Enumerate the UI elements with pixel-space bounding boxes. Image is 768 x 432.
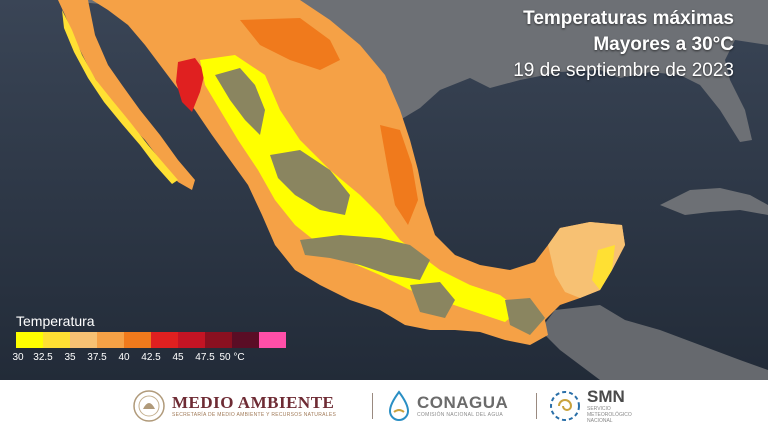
conagua-name: CONAGUA (417, 392, 509, 412)
legend-swatch (232, 332, 259, 348)
national-seal-icon (133, 390, 165, 422)
yellow-band-sierra-madre (200, 55, 520, 322)
legend-swatch (16, 332, 43, 348)
smn-logo: SMN SERVICIO METEOROLÓGICO NACIONAL (548, 387, 632, 424)
united-states-land (60, 0, 768, 142)
smn-spiral-icon (550, 391, 580, 421)
legend-swatch (178, 332, 205, 348)
legend-swatch (259, 332, 286, 348)
legend-tick-label: 50 °C (219, 352, 245, 363)
legend-swatch (43, 332, 70, 348)
legend-tick-labels: 30 32.5 35 37.5 40 42.5 45 47.5 50 °C (6, 352, 296, 366)
map-title-block: Temperaturas máximas Mayores a 30°C 19 d… (513, 6, 734, 84)
legend-tick-label: 47.5 (195, 352, 215, 363)
legend-swatch (205, 332, 232, 348)
legend-title: Temperatura (16, 313, 95, 329)
map-title: Temperaturas máximas (523, 8, 734, 29)
temperature-legend: Temperatura 30 32.5 35 37.5 40 42.5 45 47.5 50 °… (6, 310, 296, 368)
central-america-land (540, 305, 768, 380)
temperature-map (0, 0, 768, 380)
baja-california (58, 0, 195, 190)
smn-subtitle: SERVICIO METEOROLÓGICO NACIONAL (587, 406, 632, 424)
hot-zone-north (240, 18, 340, 70)
conagua-logo: CONAGUA COMISIÓN NACIONAL DEL AGUA (386, 388, 508, 424)
map-subtitle: Mayores a 30°C (593, 34, 734, 55)
below-threshold-oaxaca (410, 282, 455, 318)
legend-tick-label: 40 (118, 352, 130, 363)
legend-swatch (70, 332, 97, 348)
legend-color-scale (16, 332, 286, 348)
cuba (660, 188, 768, 215)
smn-name: SMN (587, 387, 625, 406)
legend-tick-label: 30 (12, 352, 24, 363)
legend-tick-label: 35 (64, 352, 76, 363)
conagua-drop-icon (388, 390, 410, 421)
medio-ambiente-subtitle: SECRETARÍA DE MEDIO AMBIENTE Y RECURSOS … (172, 411, 337, 418)
footer-logos: MEDIO AMBIENTE SECRETARÍA DE MEDIO AMBIE… (0, 380, 768, 432)
medio-ambiente-logo: MEDIO AMBIENTE SECRETARÍA DE MEDIO AMBIE… (132, 388, 336, 424)
legend-tick-label: 32.5 (33, 352, 53, 363)
below-threshold-highlands (215, 68, 265, 135)
legend-tick-label: 37.5 (87, 352, 107, 363)
yucatan-east-coast (592, 245, 615, 290)
hot-zone-tamaulipas (380, 125, 418, 225)
medio-ambiente-name: MEDIO AMBIENTE (172, 392, 335, 412)
below-threshold-neovolcanic (300, 235, 430, 280)
map-date: 19 de septiembre de 2023 (513, 60, 734, 81)
footer-divider (372, 393, 373, 419)
legend-swatch (124, 332, 151, 348)
legend-swatch (151, 332, 178, 348)
hot-zone-sonora (176, 58, 205, 112)
legend-swatch (97, 332, 124, 348)
below-threshold-chiapas (505, 298, 545, 335)
conagua-subtitle: COMISIÓN NACIONAL DEL AGUA (417, 411, 504, 418)
below-threshold-central (270, 150, 350, 215)
footer-divider (536, 393, 537, 419)
legend-tick-label: 45 (172, 352, 184, 363)
legend-tick-label: 42.5 (141, 352, 161, 363)
